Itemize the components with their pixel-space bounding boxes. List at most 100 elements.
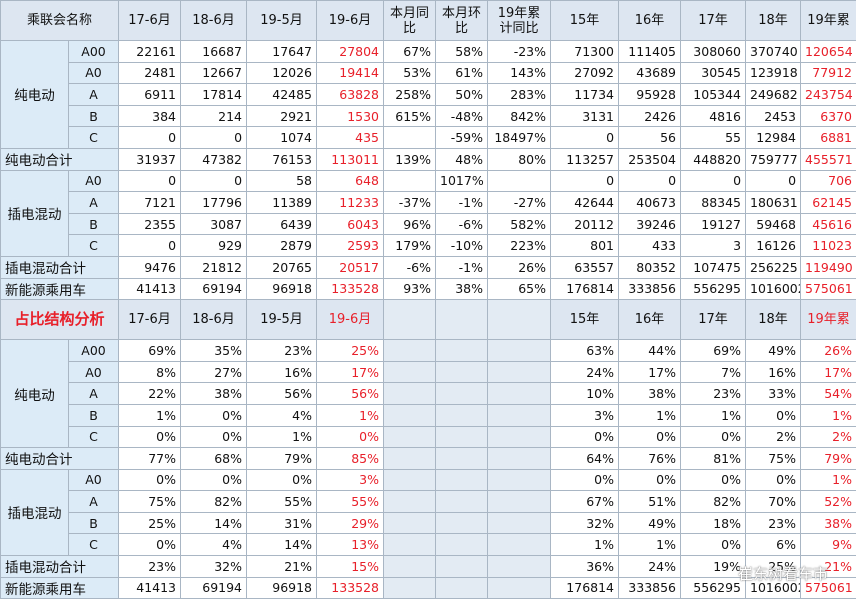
group-label: 插电混动 [0, 468, 69, 557]
blank-cell [383, 468, 437, 492]
value-cell: 79% [800, 447, 856, 470]
row-label: B [67, 104, 120, 128]
value-cell: 48% [435, 147, 489, 171]
value-cell: 14% [246, 533, 318, 557]
value-cell: -59% [435, 126, 489, 149]
value-cell: 62145 [800, 191, 856, 214]
table-row: A0 2481 12667 12026 19414 53% 61% 143% 27092 4368… [1, 61, 856, 85]
value-cell: 105344 [680, 83, 747, 106]
value-cell: 2% [800, 425, 856, 449]
value-cell: 3% [316, 468, 385, 492]
value-cell: 3% [550, 403, 620, 427]
blank-cell [487, 576, 552, 600]
value-cell: 31937 [118, 147, 182, 171]
value-cell: 249682 [745, 83, 802, 106]
value-cell: -27% [487, 191, 552, 214]
blank-cell [487, 360, 552, 384]
table-row: 纯电动合计 77% 68% 79% 85% 64% 76% 81% 75% 79% [0, 447, 856, 470]
table-row: 插电混动 A0 0 0 58 648 1017% 0 0 0 0 706 [0, 169, 856, 257]
value-cell: 11734 [550, 83, 620, 106]
value-cell: 33% [745, 382, 802, 405]
blank-cell [487, 403, 552, 427]
value-cell: 75% [118, 490, 182, 513]
value-cell: 556295 [680, 277, 747, 301]
value-cell: 0% [618, 468, 682, 492]
value-cell: 180631 [745, 191, 802, 214]
value-cell: -23% [487, 40, 552, 63]
value-cell: 53% [383, 61, 437, 85]
blank-cell [383, 299, 437, 341]
blank-cell [383, 425, 437, 449]
blank-cell [435, 299, 489, 341]
value-cell [487, 169, 552, 193]
value-cell: 123918 [745, 61, 802, 85]
value-cell: -1% [435, 191, 489, 214]
value-cell: 41413 [118, 277, 182, 301]
value-cell: 1017% [435, 169, 489, 193]
value-cell: 176814 [550, 277, 620, 301]
value-cell: 0% [180, 403, 248, 427]
value-cell: 0 [118, 234, 182, 257]
value-cell: 1% [118, 403, 182, 427]
value-cell: 95928 [618, 83, 682, 106]
header-cell: 18-6月 [180, 0, 248, 41]
value-cell: 27092 [550, 61, 620, 85]
blank-cell [487, 555, 552, 578]
value-cell: 107475 [680, 255, 747, 279]
value-cell: 15% [316, 555, 385, 578]
value-cell: 8% [118, 360, 182, 384]
value-cell: 54% [800, 382, 856, 405]
value-cell: 0 [180, 169, 248, 193]
value-cell: 80352 [618, 255, 682, 279]
value-cell: 6881 [800, 126, 856, 149]
row-label: A [67, 83, 120, 106]
value-cell: 2921 [246, 104, 318, 128]
blank-cell [435, 468, 489, 492]
blank-cell [435, 555, 489, 578]
value-cell: 0% [180, 425, 248, 449]
blank-cell [487, 490, 552, 513]
value-cell: 63% [550, 339, 620, 362]
value-cell: 65% [487, 277, 552, 301]
value-cell: 258% [383, 83, 437, 106]
value-cell: 1% [550, 533, 620, 557]
group-label: 纯电动 [0, 339, 69, 449]
value-cell: 120654 [800, 40, 856, 63]
value-cell: 11389 [246, 191, 318, 214]
value-cell: 22161 [118, 40, 182, 63]
value-cell: 45616 [800, 212, 856, 236]
value-cell: 25% [118, 511, 182, 535]
blank-cell [383, 490, 437, 513]
row-label: A00 [67, 339, 120, 362]
value-cell: 119490 [800, 255, 856, 279]
value-cell: -10% [435, 234, 489, 257]
blank-cell [383, 555, 437, 578]
value-cell: 3087 [180, 212, 248, 236]
value-cell: 55 [680, 126, 747, 149]
table-row: A 7121 17796 11389 11233 -37% -1% -27% 42644 4067… [1, 191, 856, 214]
value-cell: 0 [680, 169, 747, 193]
blank-cell [435, 339, 489, 362]
value-cell: 17647 [246, 40, 318, 63]
value-cell: 448820 [680, 147, 747, 171]
value-cell: 7% [680, 360, 747, 384]
total-label: 纯电动合计 [0, 447, 120, 470]
value-cell: 26% [800, 339, 856, 362]
row-label: A0 [67, 169, 120, 193]
value-cell: 253504 [618, 147, 682, 171]
value-cell: 27804 [316, 40, 385, 63]
value-cell: 6043 [316, 212, 385, 236]
value-cell: 58% [435, 40, 489, 63]
value-cell: 11233 [316, 191, 385, 214]
blank-cell [435, 382, 489, 405]
value-cell: 10% [550, 382, 620, 405]
value-cell: 35% [180, 339, 248, 362]
header-cell: 19-6月 [316, 299, 385, 341]
blank-cell [383, 339, 437, 362]
value-cell: 13% [316, 533, 385, 557]
blank-cell [435, 511, 489, 535]
row-label: B [67, 212, 120, 236]
value-cell: 283% [487, 83, 552, 106]
blank-cell [487, 299, 552, 341]
